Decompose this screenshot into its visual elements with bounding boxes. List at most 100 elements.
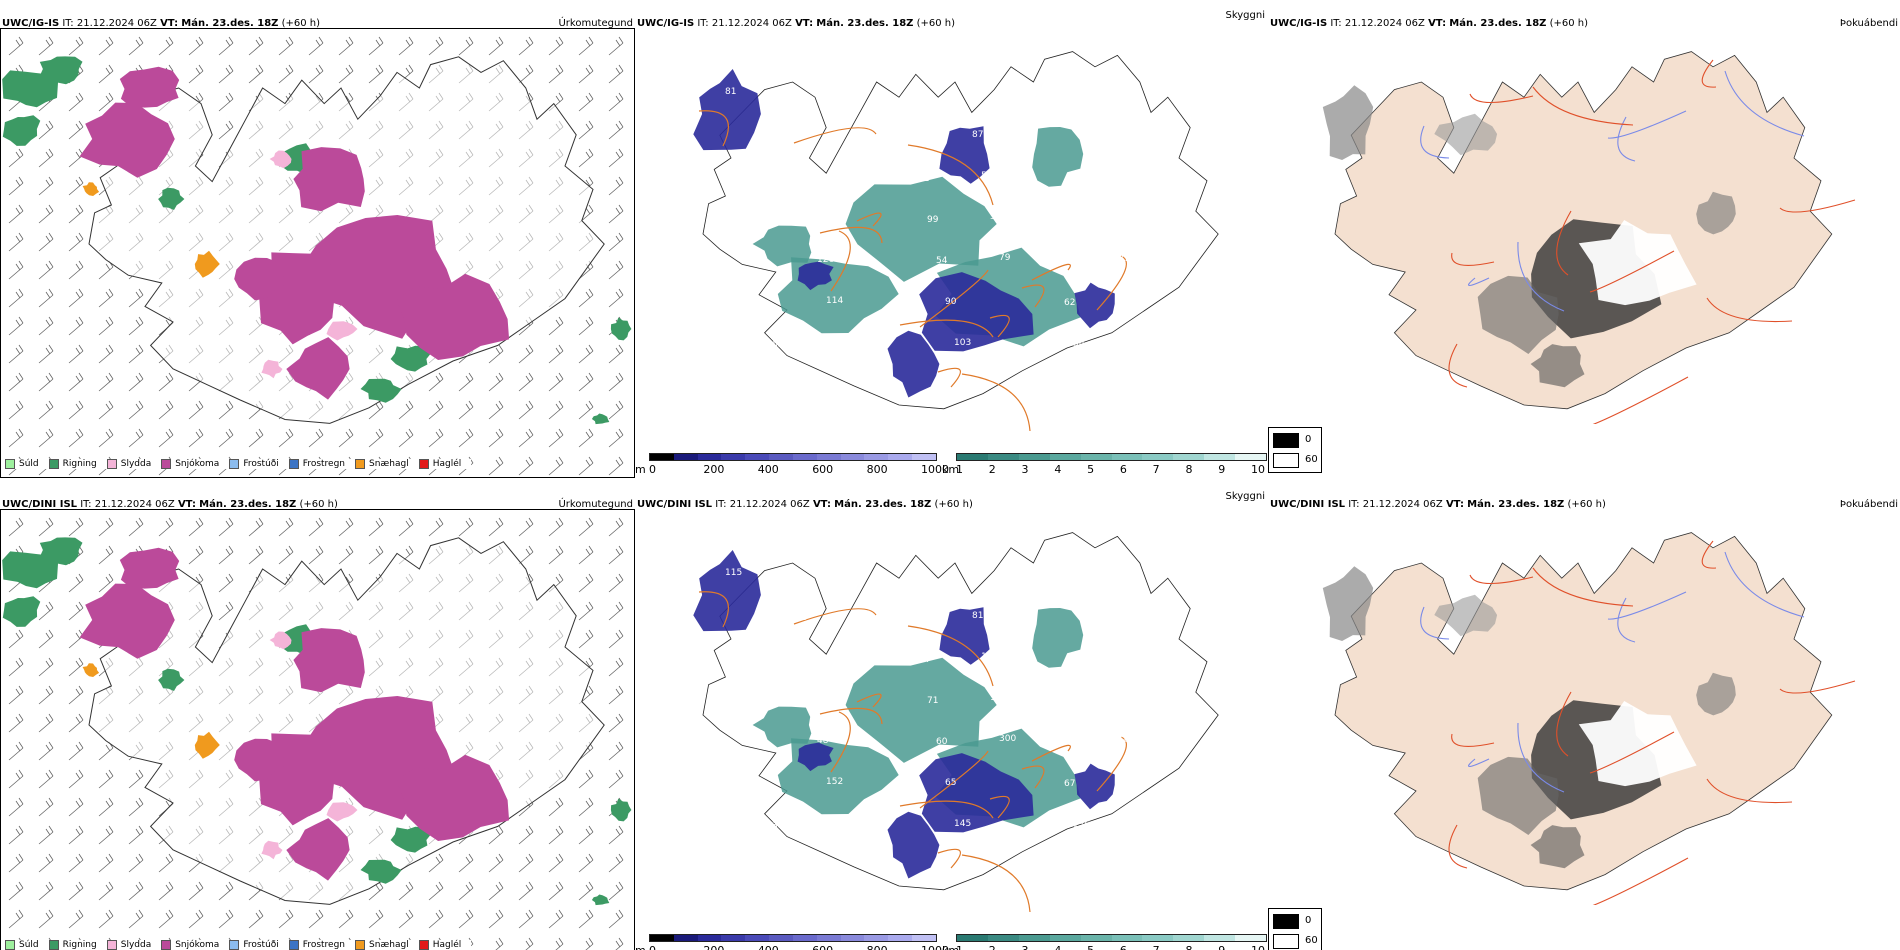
fog-area (1434, 594, 1498, 637)
wind-barb (8, 825, 24, 845)
legend-item: Frostregn (288, 459, 345, 469)
legend-label: Frostregn (302, 940, 346, 950)
wind-barb (218, 601, 234, 621)
colorbar-tick: 10 (1251, 463, 1265, 476)
wind-barb (68, 372, 84, 392)
wind-barb (38, 685, 54, 705)
visibility-label: 56 (1073, 339, 1085, 349)
visibility-area (845, 176, 997, 282)
rain-area (360, 378, 402, 403)
wind-barb (488, 825, 504, 845)
wind-barb (68, 601, 84, 621)
fog-legend-swatch (1273, 453, 1299, 468)
road-line (1556, 691, 1572, 757)
wind-barb (368, 517, 384, 537)
visibility-label: 71 (918, 174, 929, 184)
visibility-label: 115 (725, 568, 742, 578)
panel-header: UWC/IG-IS IT: 21.12.2024 06Z VT: Mán. 23… (1270, 18, 1898, 32)
visibility-label: 152 (826, 777, 843, 787)
visibility-label: 256 (853, 610, 870, 620)
wind-barb (308, 64, 324, 84)
panel-header: UWC/IG-IS IT: 21.12.2024 06Z VT: Mán. 23… (637, 10, 1265, 32)
legend-label: Súld (19, 459, 39, 469)
road-line (830, 230, 851, 292)
wind-barb (548, 517, 564, 537)
wind-barb (128, 428, 144, 448)
visibility-label: 135 (1100, 172, 1117, 182)
road-line (899, 319, 994, 338)
wind-barb (488, 428, 504, 448)
wind-barb (548, 344, 564, 364)
legend-item: Frostregn (288, 940, 346, 950)
river-line (1467, 277, 1490, 287)
wind-barb (338, 909, 354, 929)
wind-barb (188, 64, 204, 84)
wind-barb (8, 797, 24, 817)
wind-barb (608, 176, 624, 196)
road-line (1096, 736, 1127, 792)
wind-barb (578, 853, 594, 873)
wind-barb (98, 372, 114, 392)
panel-title: Úrkomutegund (558, 18, 633, 29)
wind-barb (8, 713, 24, 733)
wind-barb (338, 545, 354, 565)
wind-barb (488, 909, 504, 929)
road-line (819, 226, 883, 244)
wind-barb (8, 372, 24, 392)
colorbar-tick: 3 (1022, 944, 1029, 950)
wind-barb (488, 372, 504, 392)
colorbar-tick: 4 (1054, 463, 1062, 476)
wind-barb (518, 517, 534, 537)
wind-barb (608, 456, 624, 476)
wind-barb (548, 36, 564, 56)
wind-barb (98, 909, 114, 929)
river-line (1517, 241, 1565, 312)
road-line (1021, 284, 1045, 308)
wind-barb (428, 881, 444, 901)
wind-barb (158, 881, 174, 901)
wind-barb (428, 36, 444, 56)
low-visibility-area (1074, 763, 1115, 810)
road-line (1701, 540, 1717, 569)
road-line (793, 127, 877, 144)
colorbar-tick: 7 (1153, 944, 1160, 950)
colorbar-tick: 1000 (921, 944, 949, 950)
wind-barb (68, 769, 84, 789)
road-line (1532, 86, 1634, 126)
wind-barb (555, 937, 564, 950)
legend-item: Frostúði (229, 459, 279, 469)
wind-barb (38, 909, 54, 929)
wind-barb (158, 517, 174, 537)
visibility-label: 50 (808, 695, 820, 705)
visibility-label: 88 (1055, 257, 1067, 267)
panel-header: UWC/DINI ISL IT: 21.12.2024 06Z VT: Mán.… (2, 499, 633, 513)
panel-title: Skyggni (1225, 491, 1265, 502)
wind-barb (488, 881, 504, 901)
river-line (1517, 722, 1565, 793)
fog-legend-swatch (1273, 914, 1299, 929)
wind-barb (548, 372, 564, 392)
visibility-label: 62 (1064, 298, 1075, 308)
wind-barb (188, 909, 204, 929)
road-line (1451, 733, 1495, 747)
legend-swatch (355, 940, 366, 950)
river-line (1724, 551, 1805, 618)
precip-map (2, 36, 632, 476)
river-line (1420, 606, 1450, 640)
visibility-label: 52 (799, 173, 810, 183)
wind-barb (548, 909, 564, 929)
wind-barb (578, 601, 594, 621)
wind-barb (218, 909, 234, 929)
river-line (1617, 597, 1636, 643)
precip-type-panel: Súld Rigning Slydda Snjókoma Frostúði Frostre… (0, 28, 635, 478)
rain-area (158, 668, 185, 691)
visibility-label: 96 (1109, 213, 1121, 223)
wind-barb (608, 120, 624, 140)
low-visibility-area (939, 607, 990, 665)
wind-barb (248, 428, 264, 448)
wind-barb (8, 629, 24, 649)
legend-item: Slydda (106, 940, 151, 950)
wind-barb (608, 853, 624, 873)
precip-legend: Súld Rigning Slydda Snjókoma Frostúði Frostre… (5, 940, 472, 950)
